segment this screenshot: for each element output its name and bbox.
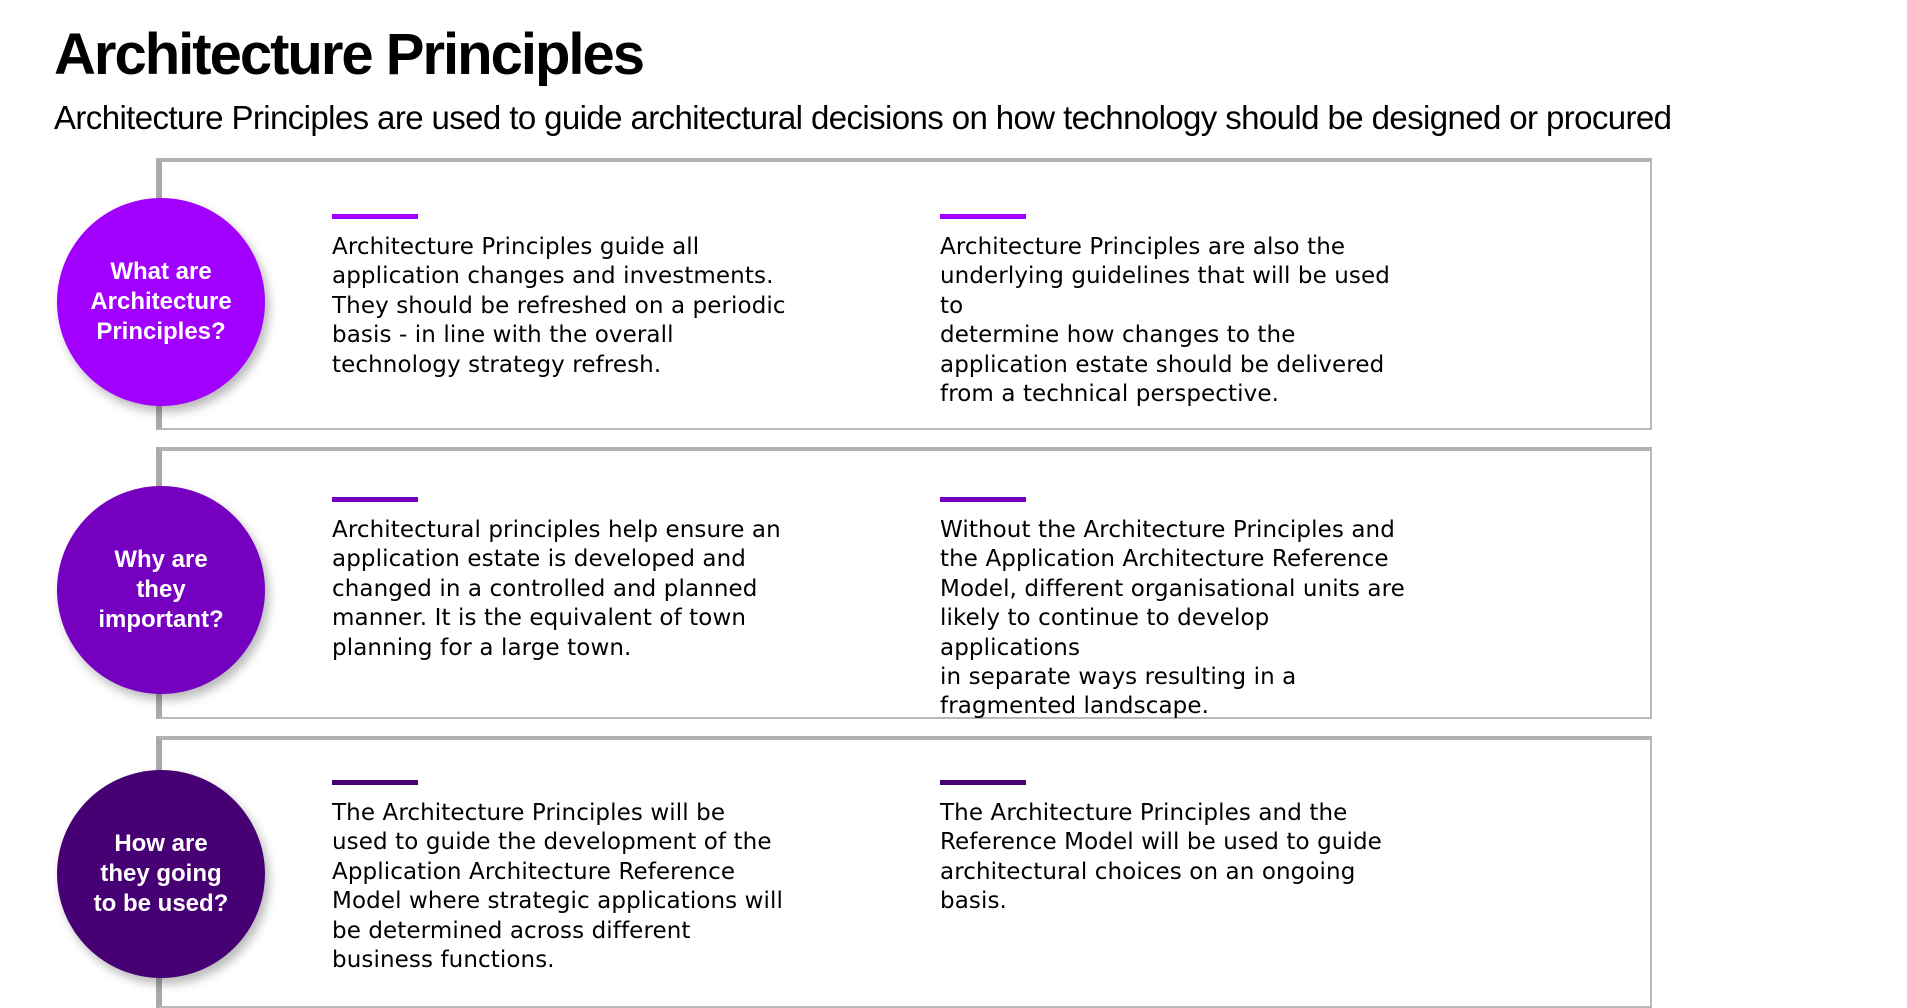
section-right-column: Architecture Principles are also the und… [940, 214, 1410, 409]
section-left-text: Architectural principles help ensure an … [332, 517, 781, 661]
section-panel-what [156, 158, 1652, 430]
accent-divider [940, 497, 1026, 502]
accent-divider [940, 214, 1026, 219]
section-circle-what: What are Architecture Principles? [57, 198, 265, 406]
section-right-column: The Architecture Principles and the Refe… [940, 780, 1410, 917]
section-right-text: Architecture Principles are also the und… [940, 234, 1390, 408]
section-panel-why [156, 447, 1652, 719]
section-left-text: Architecture Principles guide all applic… [332, 234, 786, 378]
section-circle-how: How are they going to be used? [57, 770, 265, 978]
section-question: Why are they important? [98, 546, 224, 633]
section-right-column: Without the Architecture Principles and … [940, 497, 1410, 722]
section-question: How are they going to be used? [93, 830, 229, 917]
section-left-text: The Architecture Principles will be used… [332, 800, 784, 974]
accent-divider [332, 214, 418, 219]
page-subtitle: Architecture Principles are used to guid… [54, 99, 1672, 136]
section-left-column: Architectural principles help ensure an … [332, 497, 802, 663]
page-title: Architecture Principles [54, 22, 645, 87]
section-right-text: The Architecture Principles and the Refe… [940, 800, 1382, 915]
section-circle-why: Why are they important? [57, 486, 265, 694]
section-left-column: The Architecture Principles will be used… [332, 780, 802, 975]
accent-divider [940, 780, 1026, 785]
section-left-column: Architecture Principles guide all applic… [332, 214, 802, 380]
accent-divider [332, 780, 418, 785]
section-question: What are Architecture Principles? [90, 258, 232, 345]
section-right-text: Without the Architecture Principles and … [940, 517, 1405, 720]
accent-divider [332, 497, 418, 502]
